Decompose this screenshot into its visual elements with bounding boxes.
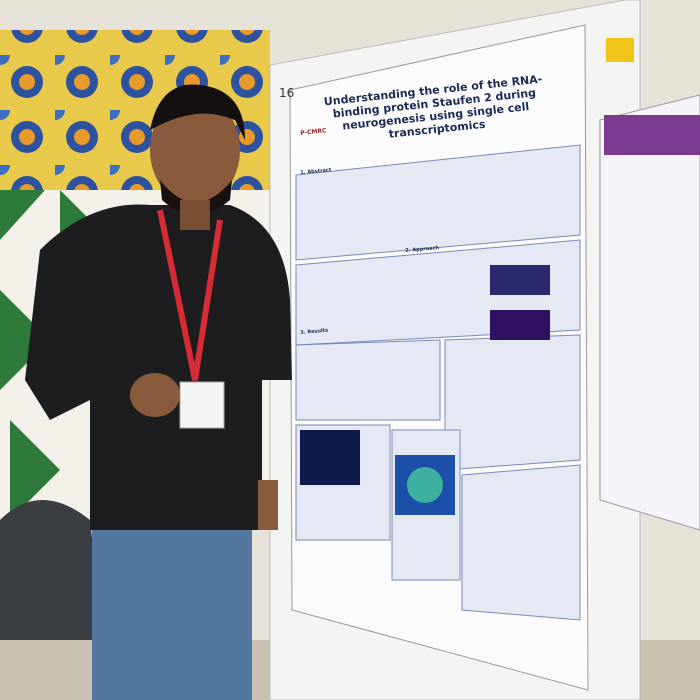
poster-figures: [300, 265, 550, 515]
person: [25, 84, 292, 700]
tape: [606, 38, 634, 62]
poster-number: 16: [279, 86, 295, 100]
right-poster: [599, 94, 700, 531]
right-poster-header: [604, 115, 700, 155]
